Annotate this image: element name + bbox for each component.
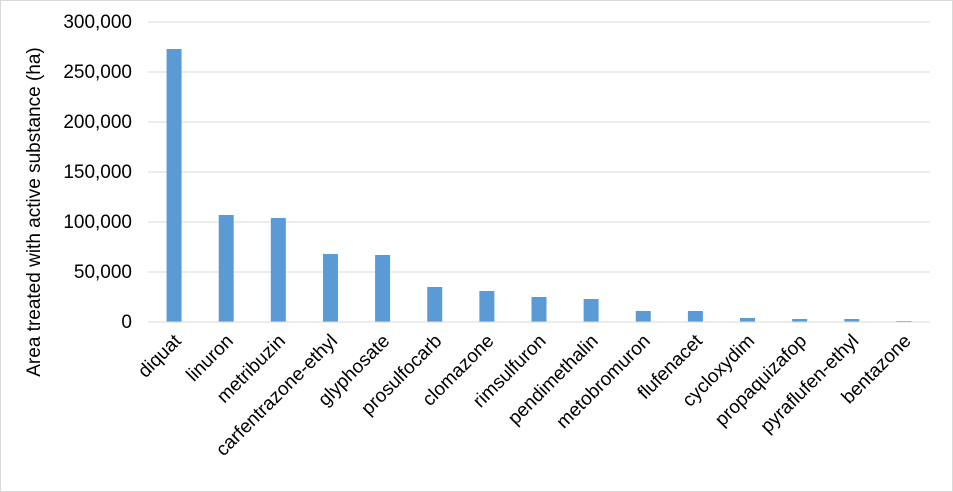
bar-cycloxydim: [740, 318, 756, 322]
bar-pendimethalin: [583, 299, 599, 322]
x-tick-label: propaquizafop: [711, 331, 811, 431]
y-tick-label: 200,000: [63, 112, 132, 133]
bar-metribuzin: [270, 218, 286, 322]
bar-carfentrazone-ethyl: [322, 254, 338, 322]
bar-linuron: [218, 215, 234, 322]
x-tick-label: pendimethalin: [504, 331, 603, 430]
bar-flufenacet: [687, 311, 703, 322]
y-tick-label: 50,000: [74, 262, 132, 283]
x-axis-tick-labels: diquatlinuronmetribuzincarfentrazone-eth…: [134, 330, 915, 460]
y-tick-label: 300,000: [63, 12, 132, 33]
bar-clomazone: [479, 291, 495, 322]
y-tick-label: 150,000: [63, 162, 132, 183]
y-tick-label: 100,000: [63, 212, 132, 233]
y-axis-tick-labels: 0 50,000 100,000 150,000 200,000 250,000 300,0…: [63, 12, 132, 333]
bar-pyraflufen-ethyl: [844, 319, 860, 322]
bar-rimsulfuron: [531, 297, 547, 322]
y-tick-label: 0: [121, 312, 132, 333]
bar-glyphosate: [375, 255, 391, 322]
x-tick-label: diquat: [134, 330, 186, 382]
x-tick-label: metobromuron: [553, 331, 655, 433]
y-axis-label: Area treated with active substance (ha): [24, 47, 45, 377]
y-tick-label: 250,000: [63, 62, 132, 83]
bar-diquat: [166, 49, 182, 322]
gridlines: [148, 21, 930, 273]
bars: [166, 49, 912, 322]
bar-metobromuron: [635, 311, 651, 322]
bar-prosulfocarb: [427, 287, 443, 322]
bar-propaquizafop: [792, 319, 808, 322]
